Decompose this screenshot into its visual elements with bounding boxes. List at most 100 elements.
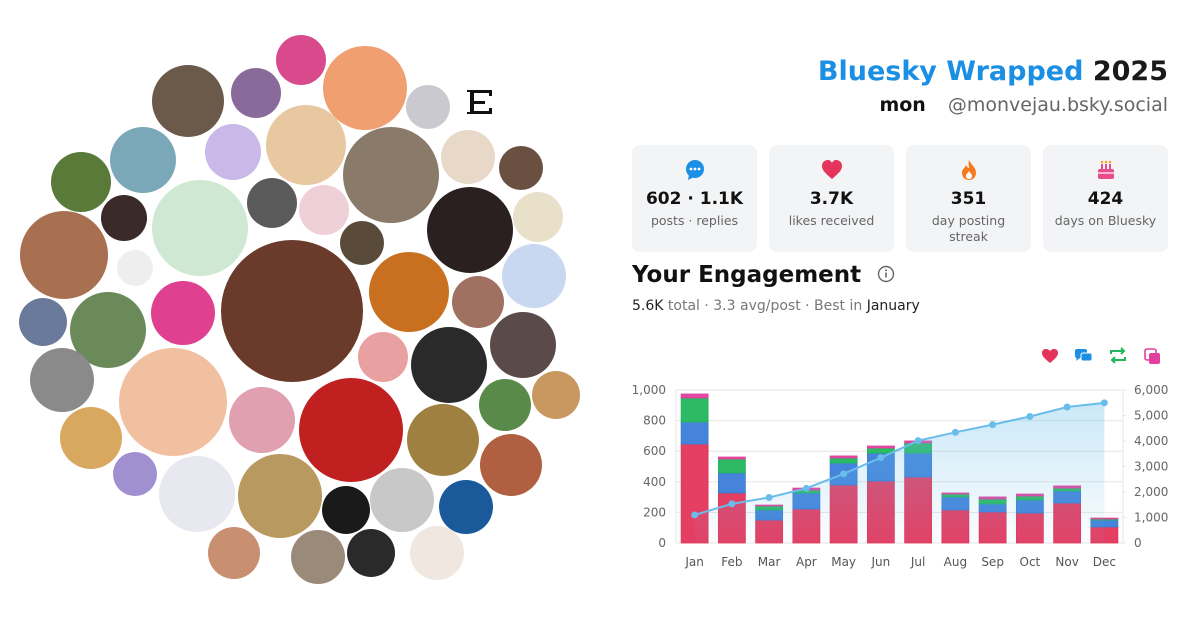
title-brand: Bluesky Wrapped xyxy=(817,56,1084,87)
bar-segment xyxy=(866,445,895,449)
stat-card: 424 days on Bluesky xyxy=(1043,145,1168,252)
avatar xyxy=(221,240,363,382)
cumulative-point xyxy=(691,511,699,519)
avatar xyxy=(276,35,326,85)
icon xyxy=(685,160,704,180)
cumulative-point xyxy=(877,454,885,462)
bar-segment xyxy=(680,393,709,399)
avatar xyxy=(411,327,487,403)
cumulative-line xyxy=(694,401,1105,516)
stat-value: 3.7K xyxy=(809,189,854,209)
avatar xyxy=(502,244,566,308)
logo xyxy=(467,90,492,114)
avatar xyxy=(499,146,543,190)
avatar xyxy=(439,480,493,534)
avatar xyxy=(322,486,370,534)
icon xyxy=(821,160,842,179)
x-tick-label: Oct xyxy=(1020,555,1041,569)
avatar xyxy=(340,221,384,265)
avatar xyxy=(159,456,235,532)
avatar xyxy=(51,152,111,212)
avatar xyxy=(113,452,157,496)
icon xyxy=(1097,160,1114,179)
user: mon @monvejau.bsky.social xyxy=(879,94,1168,116)
stat-label: days on Bluesky xyxy=(1054,213,1157,228)
icon xyxy=(961,160,976,180)
avatar xyxy=(370,468,434,532)
y-tick-label: 400 xyxy=(643,475,666,489)
x-tick-label: Dec xyxy=(1093,555,1116,569)
legend-icon[interactable] xyxy=(1110,347,1126,364)
avatar xyxy=(266,105,346,185)
avatar xyxy=(247,178,297,228)
bar-segment xyxy=(680,397,709,423)
avatar xyxy=(238,454,322,538)
avatar xyxy=(151,281,215,345)
cumulative-point xyxy=(728,500,736,508)
avatar xyxy=(532,371,580,419)
x-tick-label: Jul xyxy=(910,555,925,569)
bar-segment xyxy=(829,455,858,459)
y-tick-label: 1,000 xyxy=(632,383,666,397)
y-tick-label: 600 xyxy=(643,444,666,458)
cumulative-point xyxy=(914,437,922,445)
stat-label: likes received xyxy=(788,213,875,228)
x-tick-label: Mar xyxy=(758,555,781,569)
stat-card: 351 day posting streak xyxy=(906,145,1031,252)
display-name: mon xyxy=(879,94,926,116)
section-title: Your Engagement xyxy=(632,262,895,288)
stat-card: 3.7K likes received xyxy=(769,145,894,252)
stat-value: 351 xyxy=(950,189,987,209)
avatar xyxy=(110,127,176,193)
y2-tick-label: 5,000 xyxy=(1134,409,1168,423)
avatar xyxy=(208,527,260,579)
y2-tick-label: 0 xyxy=(1134,536,1142,550)
x-tick-label: Nov xyxy=(1055,555,1078,569)
avatar xyxy=(410,526,464,580)
y2-tick-label: 2,000 xyxy=(1134,485,1168,499)
cumulative-area xyxy=(694,402,1105,543)
bar-segment xyxy=(680,421,709,445)
summary-total: 5.6K xyxy=(632,298,664,314)
bar-segment xyxy=(717,458,746,474)
legend-icon[interactable] xyxy=(1042,349,1058,363)
cumulative-point xyxy=(1063,403,1071,411)
y-tick-label: 800 xyxy=(643,414,666,428)
avatar xyxy=(19,298,67,346)
avatar xyxy=(513,192,563,242)
bar-segment xyxy=(717,472,746,494)
info-icon[interactable] xyxy=(877,265,895,283)
title: Bluesky Wrapped 2025 xyxy=(818,56,1168,87)
title-year: 2025 xyxy=(1092,56,1168,87)
avatar xyxy=(205,124,261,180)
x-tick-label: Apr xyxy=(796,555,817,569)
summary-text: total · 3.3 avg/post · Best in xyxy=(667,298,863,314)
y-tick-label: 0 xyxy=(658,536,666,550)
cumulative-point xyxy=(1026,412,1034,420)
avatar xyxy=(291,530,345,584)
y2-tick-label: 3,000 xyxy=(1134,460,1168,474)
avatar xyxy=(231,68,281,118)
x-tick-label: Jan xyxy=(684,555,704,569)
legend-icon[interactable] xyxy=(1075,349,1093,362)
avatar xyxy=(229,387,295,453)
stat-value: 424 xyxy=(1087,189,1124,209)
avatar xyxy=(152,180,248,276)
avatar xyxy=(427,187,513,273)
avatar xyxy=(101,195,147,241)
cumulative-point xyxy=(840,470,848,478)
cumulative-point xyxy=(765,494,773,502)
x-tick-label: Sep xyxy=(981,555,1004,569)
avatar xyxy=(152,65,224,137)
y2-tick-label: 6,000 xyxy=(1134,383,1168,397)
cumulative-point xyxy=(951,428,959,436)
y2-tick-label: 1,000 xyxy=(1134,511,1168,525)
legend-icon[interactable] xyxy=(1144,348,1160,364)
avatar xyxy=(480,434,542,496)
avatar xyxy=(119,348,227,456)
avatar xyxy=(60,407,122,469)
avatar xyxy=(30,348,94,412)
avatar xyxy=(369,252,449,332)
